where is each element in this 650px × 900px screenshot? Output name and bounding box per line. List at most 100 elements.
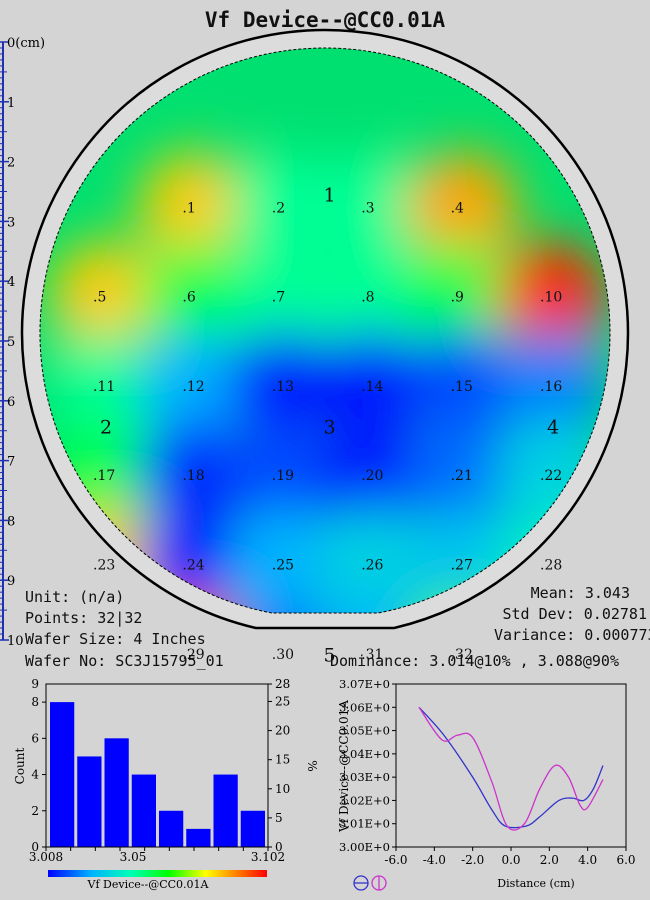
hist-y2-tick: 10 xyxy=(275,782,290,796)
die-label: .2 xyxy=(272,200,285,216)
hist-x-tick-mid: 3.05 xyxy=(120,850,147,864)
die-label: .6 xyxy=(182,290,195,306)
line-profile-chart: 3.00E+0 3.01E+0 3.02E+0 3.03E+0 3.04E+0 3.05E… xyxy=(337,677,636,891)
hist-y2-label: % xyxy=(305,760,319,771)
die-label: .29 xyxy=(182,647,204,663)
points-label: Points: 32|32 xyxy=(25,609,143,627)
hist-x-tick-min: 3.008 xyxy=(29,850,63,864)
hist-y-tick: 6 xyxy=(31,731,39,745)
die-label: .22 xyxy=(540,468,562,484)
histogram: 0 2 4 6 8 9 0 5 10 15 20 25 28 3.008 3.05 3.102 Vf D… xyxy=(13,677,319,891)
std-dev-label: Std Dev: 0.02781 xyxy=(502,605,648,623)
die-label: .32 xyxy=(451,647,473,663)
line-x-label: Distance (cm) xyxy=(497,877,574,890)
die-label: .12 xyxy=(182,379,204,395)
region-label: 1 xyxy=(324,184,336,206)
horizontal-cut-icon[interactable] xyxy=(353,875,369,891)
page-title: Vf Device--@CC0.01A xyxy=(204,8,446,32)
wafer-map: 0(cm) 1 2 3 4 5 6 7 8 9 10 .1 .2 .3 .4 .5 .6 .7 .8 .9 .10 .1… xyxy=(0,28,630,666)
line-y-tick: 3.02E+0 xyxy=(339,793,390,807)
histogram-bar xyxy=(240,810,265,847)
die-label: .26 xyxy=(361,558,383,574)
hist-y-tick: 0 xyxy=(31,840,39,854)
line-y-tick: 3.06E+0 xyxy=(339,700,390,714)
line-y-tick: 3.01E+0 xyxy=(339,817,390,831)
die-label: .13 xyxy=(272,379,294,395)
histogram-bar xyxy=(159,810,184,847)
die-label: .20 xyxy=(361,468,383,484)
line-y-tick: 3.03E+0 xyxy=(339,770,390,784)
die-label: .16 xyxy=(540,379,562,395)
die-label: .21 xyxy=(451,468,473,484)
ruler-tick-label: 5 xyxy=(7,335,15,350)
die-label: .8 xyxy=(361,290,374,306)
ruler-tick-label: 1 xyxy=(7,96,15,111)
die-label: .10 xyxy=(540,290,562,306)
profile-direction-icons[interactable] xyxy=(353,875,387,891)
die-label: .4 xyxy=(451,200,464,216)
unit-label: Unit: (n/a) xyxy=(25,588,125,606)
die-label: .17 xyxy=(93,468,115,484)
profile-line-vertical xyxy=(418,706,604,831)
region-label: 4 xyxy=(547,417,559,439)
vertical-cut-icon[interactable] xyxy=(371,875,387,891)
variance-label: Variance: 0.000773 xyxy=(494,626,650,644)
hist-y-tick: 2 xyxy=(31,804,39,818)
die-label: .15 xyxy=(451,379,473,395)
mean-label: Mean: 3.043 xyxy=(530,584,630,602)
histogram-bar xyxy=(50,702,75,847)
die-label: .7 xyxy=(272,290,285,306)
hist-y-tick: 9 xyxy=(31,677,39,691)
ruler-tick-label: 6 xyxy=(7,395,15,410)
hist-y-tick: 4 xyxy=(31,768,39,782)
histogram-bar xyxy=(77,756,102,847)
hist-y2-tick: 20 xyxy=(275,724,290,738)
histogram-bar xyxy=(213,774,238,847)
line-y-tick: 3.00E+0 xyxy=(339,840,390,854)
die-label: .11 xyxy=(93,379,115,395)
ruler-tick-label: 4 xyxy=(7,275,15,290)
line-y-tick: 3.04E+0 xyxy=(339,747,390,761)
line-y-label: Vf Device--@CC0.01A xyxy=(337,700,351,833)
dominance-label: Dominance: 3.014@10% , 3.088@90% xyxy=(330,652,619,670)
hist-y-tick: 8 xyxy=(31,695,39,709)
hist-x-tick-max: 3.102 xyxy=(251,850,285,864)
die-label: .25 xyxy=(272,558,294,574)
die-label: .19 xyxy=(272,468,294,484)
die-label: .28 xyxy=(540,558,562,574)
ruler-tick-label: 9 xyxy=(7,574,15,589)
hist-y2-tick: 5 xyxy=(275,811,283,825)
line-x-tick: 6.0 xyxy=(616,853,635,867)
die-label: .30 xyxy=(272,647,294,663)
ruler-tick-label: 10 xyxy=(7,634,24,649)
line-x-tick: 0.0 xyxy=(501,853,520,867)
die-label: .18 xyxy=(182,468,204,484)
die-label: .14 xyxy=(361,379,383,395)
ruler-tick-label: 7 xyxy=(7,455,15,470)
profile-line-horizontal xyxy=(418,706,604,829)
hist-y-label: Count xyxy=(13,747,27,784)
histogram-bar xyxy=(104,738,129,847)
wafer-no-label: Wafer No: SC3J15795_01 xyxy=(25,652,224,670)
line-y-tick: 3.07E+0 xyxy=(339,677,390,691)
die-label: .5 xyxy=(93,290,106,306)
die-label: .1 xyxy=(182,200,195,216)
die-label: .3 xyxy=(361,200,374,216)
line-x-tick: 4.0 xyxy=(578,853,597,867)
histogram-bar xyxy=(186,828,211,847)
line-y-tick: 3.05E+0 xyxy=(339,724,390,738)
histogram-bar xyxy=(131,774,156,847)
ruler-tick-label: 0(cm) xyxy=(7,36,45,51)
region-label: 2 xyxy=(100,417,112,439)
line-x-tick: -4.0 xyxy=(423,853,446,867)
region-label: 5 xyxy=(324,644,336,666)
die-label: .24 xyxy=(182,558,204,574)
die-label: .9 xyxy=(451,290,464,306)
line-x-tick: -6.0 xyxy=(384,853,407,867)
hist-y2-tick: 28 xyxy=(275,677,290,691)
die-label: .23 xyxy=(93,558,115,574)
line-x-tick: -2.0 xyxy=(461,853,484,867)
ruler-tick-label: 8 xyxy=(7,514,15,529)
hist-y2-tick: 25 xyxy=(275,694,290,708)
die-label: .31 xyxy=(361,647,383,663)
